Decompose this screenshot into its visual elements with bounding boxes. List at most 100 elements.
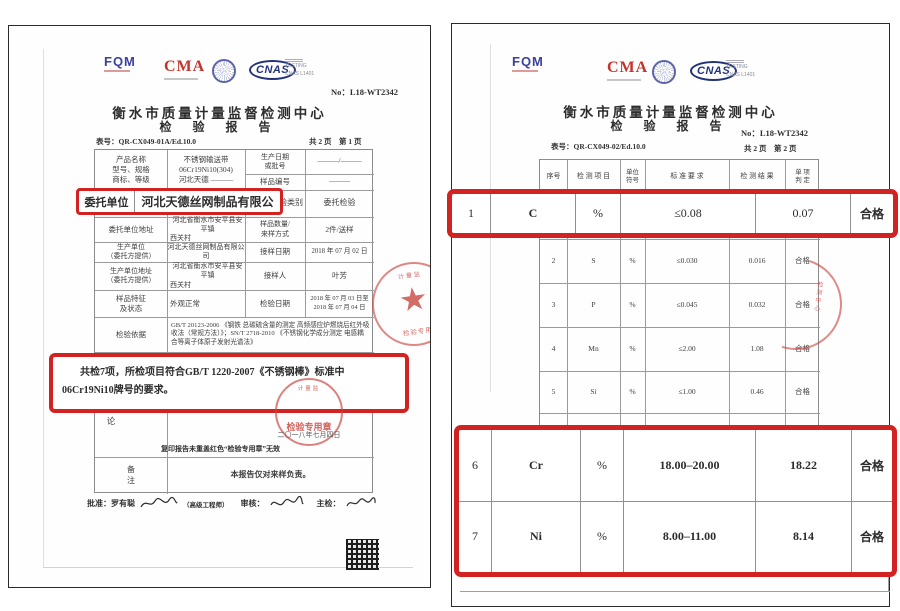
- label-line: 或批号: [264, 162, 286, 170]
- cnas-logo: CNAS: [690, 61, 738, 81]
- qr-code: [346, 539, 379, 570]
- gridline: [620, 160, 621, 501]
- product-name-value: 不锈钢输送带 06Cr19Ni10(304) 河北天德 ———: [167, 150, 245, 190]
- ilac-mra-logo: [212, 59, 236, 83]
- row7-result: 8.14: [756, 501, 852, 572]
- gridline: [95, 317, 374, 318]
- header-line: 符号: [626, 177, 639, 184]
- production-date-value: ———/———: [317, 157, 362, 166]
- cell-verdict: 合格: [795, 256, 810, 266]
- fqm-logo-text: FQM: [512, 54, 544, 69]
- cell-result: 0.032: [748, 300, 766, 310]
- ilac-mra-logo: [652, 60, 676, 84]
- value-line: 河北天德 ———: [178, 174, 234, 184]
- cell-verdict: 合格: [795, 344, 810, 354]
- cell-no: 5: [551, 387, 556, 397]
- label-line: 样品特征: [116, 293, 146, 303]
- cell-standard: ≤1.00: [678, 387, 696, 397]
- cnas-testing-mark: TESTING CNAS L1401: [726, 59, 755, 79]
- value-line: 06Cr19Ni10(304): [179, 165, 233, 175]
- approver-signature-scribble: [140, 496, 178, 508]
- report-number: No：L18-WT2342: [331, 87, 399, 97]
- row7-verdict: 合格: [859, 530, 884, 545]
- cell-item: Si: [590, 387, 597, 397]
- label-line: 商标、等级: [112, 174, 150, 184]
- cell-no: 3: [551, 300, 556, 310]
- label-line: 产品名称: [116, 155, 146, 165]
- label-line: 型号、规格: [112, 165, 150, 175]
- inspector-signature-scribble: [345, 497, 376, 507]
- manufacturer-address-label: 生产单位地址 （委托方提供）: [95, 262, 167, 290]
- label-line: 来样方式: [261, 229, 289, 238]
- report-number: No：L18-WT2342: [741, 128, 809, 138]
- cell-unit: %: [629, 256, 636, 266]
- inspection-date-value: 2018 年 07 月 03 日至 2018 年 07 月 04 日: [305, 290, 374, 317]
- form-number: 表号：QR-CX049-02/Ed.10.0: [551, 142, 646, 151]
- inspector-label: 主检：: [316, 499, 341, 508]
- cell-unit: %: [629, 387, 636, 397]
- value-line: GB/T 20123-2006 《钢铁 总碳硫含量的测定 高频感应炉燃烧后红外吸: [171, 321, 370, 329]
- row1-standard: ≤0.08: [621, 194, 756, 233]
- cell-no: 2: [551, 256, 556, 266]
- inspection-date-label: 检验日期: [260, 298, 290, 308]
- row7: 7 Ni % 8.00–11.00 8.14 合格: [459, 501, 892, 572]
- sample-qty-label: 样品数量/ 来样方式: [245, 217, 305, 242]
- value-line: 2018 年 07 月 03 日至: [310, 295, 369, 303]
- inspection-stamp-round: 计量监 检验专用章: [275, 378, 343, 446]
- gridline: [305, 150, 306, 317]
- gridline: [95, 217, 374, 218]
- gridline: [540, 327, 820, 328]
- product-name-label: 产品名称 型号、规格 商标、等级: [95, 150, 167, 190]
- remark-label: 备 注: [95, 457, 167, 494]
- manufacturer-label: 生产单位 （委托方提供）: [95, 242, 167, 262]
- testing-label: TESTING: [726, 64, 748, 70]
- photo-edge: [460, 591, 890, 592]
- gridline: [95, 457, 374, 458]
- photo-edge: [43, 49, 44, 568]
- cell-standard: ≤0.030: [676, 256, 698, 266]
- row7-unit: %: [581, 501, 624, 572]
- gridline: [167, 150, 168, 494]
- label-line: 及状态: [119, 303, 143, 313]
- col-header-standard: 标 准 要 求: [670, 172, 704, 181]
- cell-unit: %: [629, 344, 636, 354]
- gridline: [95, 262, 374, 263]
- label-char: 论: [106, 416, 116, 427]
- row1-item: C: [491, 194, 576, 233]
- row6-unit: %: [581, 430, 624, 501]
- cma-logo: CMA: [164, 58, 205, 80]
- label-line: （委托方提供）: [106, 252, 156, 260]
- cell-verdict: 合格: [795, 387, 810, 397]
- cma-logo-caption: [164, 78, 198, 80]
- gridline: [95, 290, 374, 291]
- stamp-border: [275, 378, 343, 446]
- photo-edge: [43, 567, 413, 568]
- center-name: 衡水市质量计量监督检测中心: [563, 105, 778, 120]
- manufacturer-value: 河北天德丝网制品有限公司: [167, 242, 245, 260]
- label-line: 样品数量/: [260, 220, 290, 229]
- report-page-1: FQM CMA CNAS TESTING CNAS L1401 No：L18-W…: [8, 25, 431, 588]
- inspection-basis-label: 检验依据: [116, 329, 146, 339]
- approver-label: 批准：罗有聪: [87, 499, 135, 508]
- gridline: [95, 242, 374, 243]
- row7-item: Ni: [492, 501, 581, 572]
- cell-unit: %: [629, 300, 636, 310]
- cell-no: 4: [551, 344, 556, 354]
- label-line: 生产单位: [117, 242, 145, 251]
- page-info: 共 2 页 第 1 页: [309, 137, 362, 146]
- highlight-rows-6-7: 6 Cr % 18.00–20.00 18.22 合格 7 Ni % 8.00–…: [454, 425, 897, 577]
- col-header-result: 检 测 结 果: [740, 172, 774, 181]
- row7-no: 7: [459, 501, 492, 572]
- col-header-item: 检 测 项 目: [576, 172, 611, 181]
- value-line: 收法（常规方法）》；SN/T 2718-2010 《不锈钢化学成分测定 电感耦: [171, 330, 364, 338]
- value-line: 西关村: [170, 234, 191, 243]
- row1-no: 1: [452, 194, 491, 233]
- value-line: 河北省衡水市安平县安平镇: [172, 215, 243, 233]
- client-address-value: 河北省衡水市安平县安平镇 西关村: [167, 215, 245, 243]
- cma-logo-text: CMA: [607, 59, 649, 76]
- cell-standard: ≤0.045: [676, 300, 698, 310]
- value-line: 河北省衡水市安平县安平镇: [172, 262, 243, 280]
- copy-invalid-notice: 复印报告未重盖红色“检验专用章”无效: [161, 445, 280, 453]
- label-char: 注: [127, 475, 135, 485]
